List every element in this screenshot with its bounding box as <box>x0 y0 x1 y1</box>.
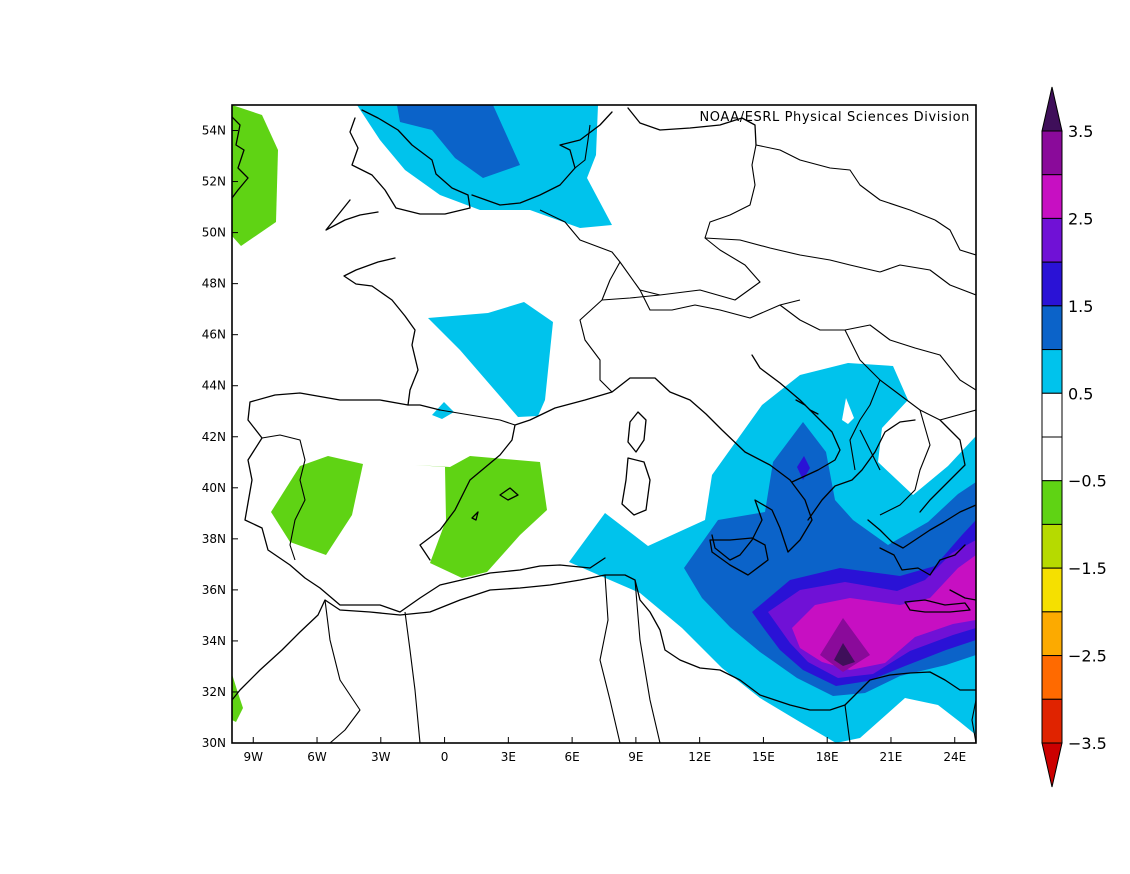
x-tick-label: 3E <box>501 750 516 764</box>
coastline-adriatic-islands <box>795 399 819 415</box>
border-alps <box>601 289 801 319</box>
colorbar-bottom-triangle <box>1041 742 1063 788</box>
coastline-sicily <box>709 537 769 576</box>
colorbar-label: −0.5 <box>1068 472 1107 491</box>
colorbar-swatch <box>1041 523 1063 569</box>
colorbar-swatch <box>1041 305 1063 351</box>
colorbar-swatch <box>1041 217 1063 263</box>
negative-anomaly-portugal <box>271 456 363 555</box>
coastline-north-iberia <box>407 404 441 411</box>
y-tick-label: 54N <box>202 124 226 138</box>
x-tick-label: 0 <box>441 750 449 764</box>
colorbar-swatch <box>1041 130 1063 176</box>
colorbar-label: 0.5 <box>1068 384 1093 403</box>
y-tick-label: 36N <box>202 583 226 597</box>
colorbar-label: −2.5 <box>1068 647 1107 666</box>
border-france-belgium <box>539 209 621 393</box>
colorbar-label: 3.5 <box>1068 122 1093 141</box>
x-tick-label: 9W <box>244 750 264 764</box>
border-pyrenees <box>439 409 516 426</box>
y-tick-label: 48N <box>202 277 226 291</box>
y-tick-label: 38N <box>202 532 226 546</box>
y-tick-label: 40N <box>202 481 226 495</box>
colorbar-top-triangle <box>1041 86 1063 132</box>
colorbar-swatch <box>1041 436 1063 482</box>
y-tick-label: 52N <box>202 175 226 189</box>
x-tick-label: 18E <box>816 750 839 764</box>
coastline-north-africa <box>232 574 976 711</box>
coastline-sardinia <box>621 457 651 516</box>
positive-anomaly-peak <box>820 618 870 672</box>
colorbar-swatch <box>1041 349 1063 394</box>
colorbar-swatch <box>1041 655 1063 700</box>
colorbar-swatch <box>1041 261 1063 307</box>
x-tick-label: 21E <box>880 750 903 764</box>
coastline-ibiza <box>471 511 479 521</box>
border-poland-czech <box>704 144 936 273</box>
coastline-crete <box>904 599 971 613</box>
colorbar-label: 2.5 <box>1068 209 1093 228</box>
colorbar-label: 1.5 <box>1068 297 1093 316</box>
y-tick-label: 32N <box>202 685 226 699</box>
negative-anomaly-ireland <box>232 105 278 246</box>
x-tick-label: 3W <box>371 750 391 764</box>
coastline-corsica <box>627 411 647 453</box>
colorbar-swatch <box>1041 611 1063 657</box>
positive-anomaly-peak-core <box>834 643 855 666</box>
coastline-mallorca <box>499 487 519 501</box>
x-tick-label: 12E <box>688 750 711 764</box>
coastline-ireland <box>232 116 249 199</box>
y-tick-label: 46N <box>202 328 226 342</box>
coastline-great-britain <box>325 109 471 231</box>
negative-anomaly-eastern-spain <box>415 456 547 578</box>
map-frame <box>231 104 977 744</box>
colorbar-swatch <box>1041 698 1063 744</box>
neutral-pocket-adriatic <box>842 398 854 424</box>
y-tick-label: 50N <box>202 226 226 240</box>
credit-text: NOAA/ESRL Physical Sciences Division <box>699 110 970 125</box>
x-tick-label: 24E <box>943 750 966 764</box>
x-tick-label: 9E <box>628 750 643 764</box>
colorbar-swatch <box>1041 480 1063 525</box>
axis-ticks: 9W 6W 3W 0 3E 6E 9E 12E 15E 18E 21E 24E 30N 32N 34N 36N… <box>202 124 966 764</box>
positive-anomaly-channel <box>397 105 520 178</box>
x-tick-label: 6E <box>565 750 580 764</box>
border-east-europe <box>779 219 976 516</box>
x-tick-label: 15E <box>752 750 775 764</box>
positive-anomaly-france <box>428 302 553 417</box>
y-tick-label: 34N <box>202 634 226 648</box>
border-north-africa <box>324 574 976 743</box>
colorbar-swatch <box>1041 392 1063 438</box>
y-tick-label: 30N <box>202 736 226 750</box>
colorbar-swatch <box>1041 174 1063 219</box>
border-balkans-sea <box>859 429 881 471</box>
colorbar-label: −3.5 <box>1068 734 1107 753</box>
colorbar: 3.5 2.5 1.5 0.5 −0.5 −1.5 −2.5 −3.5 <box>1041 86 1107 788</box>
colorbar-label: −1.5 <box>1068 559 1107 578</box>
negative-anomaly-morocco <box>232 674 243 722</box>
x-tick-label: 6W <box>307 750 327 764</box>
positive-anomaly-italy-spot <box>797 456 810 480</box>
y-tick-label: 44N <box>202 379 226 393</box>
coastline-anatolia <box>949 589 976 601</box>
country-border-layer <box>261 124 976 743</box>
y-tick-label: 42N <box>202 430 226 444</box>
colorbar-swatch <box>1041 567 1063 613</box>
border-germany <box>574 124 761 301</box>
anomaly-field-layer <box>232 105 976 743</box>
border-iberia <box>261 434 306 561</box>
